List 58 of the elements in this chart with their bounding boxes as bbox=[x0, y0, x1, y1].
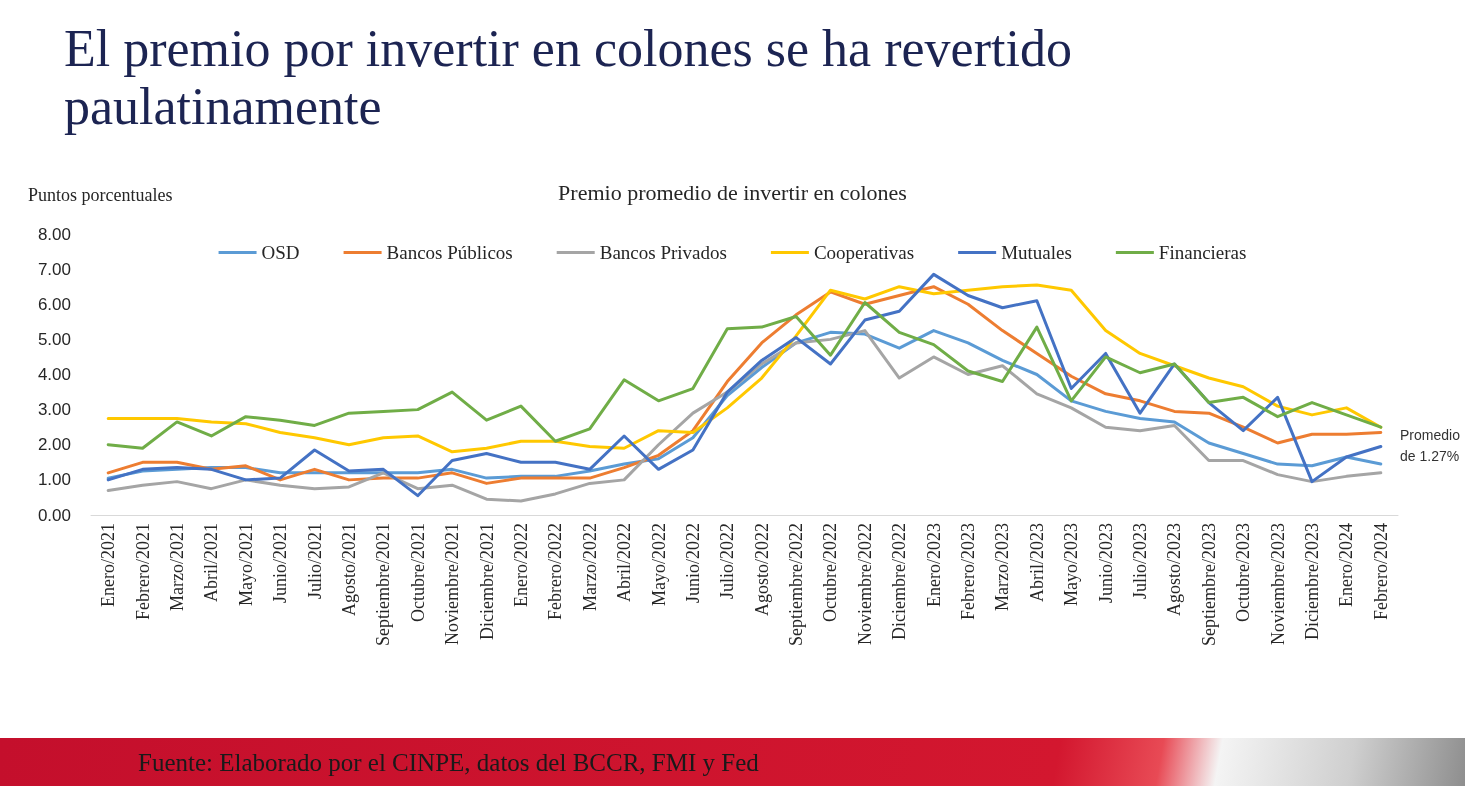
legend-label: Mutuales bbox=[1001, 242, 1072, 263]
y-tick-label: 6.00 bbox=[37, 294, 71, 314]
legend-label: Cooperativas bbox=[813, 242, 915, 263]
x-tick-label: Octubre/2021 bbox=[407, 523, 428, 622]
x-tick-label: Julio/2022 bbox=[717, 523, 738, 600]
x-tick-label: Agosto/2022 bbox=[751, 523, 772, 617]
x-tick-label: Diciembre/2021 bbox=[476, 523, 497, 640]
x-tick-label: Febrero/2021 bbox=[132, 523, 153, 620]
x-tick-label: Mayo/2023 bbox=[1061, 523, 1082, 606]
chart-subtitle: Premio promedio de invertir en colones bbox=[558, 179, 907, 205]
y-tick-label: 0.00 bbox=[37, 505, 71, 525]
x-tick-label: Enero/2022 bbox=[510, 523, 531, 607]
x-tick-label: Septiembre/2023 bbox=[1198, 523, 1219, 646]
x-tick-label: Junio/2022 bbox=[682, 523, 703, 604]
x-tick-label: Octubre/2022 bbox=[820, 523, 841, 622]
x-tick-label: Agosto/2021 bbox=[338, 523, 359, 617]
x-tick-label: Marzo/2023 bbox=[992, 523, 1013, 611]
legend-label: Bancos Públicos bbox=[386, 242, 513, 263]
x-tick-label: Noviembre/2022 bbox=[854, 523, 875, 645]
legend-label: Bancos Privados bbox=[599, 242, 727, 263]
x-tick-label: Julio/2023 bbox=[1130, 523, 1151, 600]
x-tick-label: Febrero/2022 bbox=[545, 523, 566, 620]
x-tick-label: Enero/2023 bbox=[923, 523, 944, 607]
x-tick-label: Febrero/2024 bbox=[1370, 523, 1391, 620]
x-tick-label: Septiembre/2022 bbox=[786, 523, 807, 646]
x-tick-label: Mayo/2021 bbox=[235, 523, 256, 606]
y-tick-label: 2.00 bbox=[37, 435, 71, 455]
y-tick-label: 1.00 bbox=[37, 470, 71, 490]
x-tick-label: Marzo/2021 bbox=[166, 523, 187, 611]
x-tick-label: Septiembre/2021 bbox=[373, 523, 394, 646]
x-tick-label: Diciembre/2022 bbox=[889, 523, 910, 640]
x-tick-label: Febrero/2023 bbox=[958, 523, 979, 620]
x-tick-label: Enero/2021 bbox=[98, 523, 119, 607]
x-tick-label: Julio/2021 bbox=[304, 523, 325, 600]
text: Promedio de 1.27% bbox=[1400, 426, 1464, 464]
y-tick-label: 5.00 bbox=[37, 329, 71, 349]
y-tick-label: 7.00 bbox=[37, 259, 71, 279]
x-tick-label: Diciembre/2023 bbox=[1302, 523, 1323, 640]
y-tick-label: 8.00 bbox=[37, 224, 71, 244]
legend-label: OSD bbox=[261, 242, 300, 263]
x-tick-label: Noviembre/2021 bbox=[442, 523, 463, 645]
x-tick-label: Octubre/2023 bbox=[1233, 523, 1254, 622]
x-tick-label: Abril/2021 bbox=[201, 523, 222, 602]
x-tick-label: Junio/2021 bbox=[270, 523, 291, 604]
y-tick-label: 4.00 bbox=[37, 365, 71, 384]
legend-label: Financieras bbox=[1158, 242, 1247, 263]
x-tick-label: Abril/2022 bbox=[614, 523, 635, 602]
source-note: Fuente: Elaborado por el CINPE, datos del BCCR, FMI y Fed bbox=[138, 748, 759, 778]
x-tick-label: Enero/2024 bbox=[1336, 523, 1357, 607]
x-tick-label: Marzo/2022 bbox=[579, 523, 600, 611]
x-tick-label: Agosto/2023 bbox=[1164, 523, 1185, 617]
x-tick-label: Junio/2023 bbox=[1095, 523, 1116, 604]
chart-title: El premio por invertir en colones se ha revertido paulatinamente bbox=[64, 20, 1073, 136]
y-tick-label: 3.00 bbox=[37, 400, 71, 420]
x-tick-label: Abril/2023 bbox=[1026, 523, 1047, 602]
x-tick-label: Mayo/2022 bbox=[648, 523, 669, 606]
x-tick-label: Noviembre/2023 bbox=[1267, 523, 1288, 645]
y-axis-title: Puntos porcentuales bbox=[28, 185, 173, 205]
